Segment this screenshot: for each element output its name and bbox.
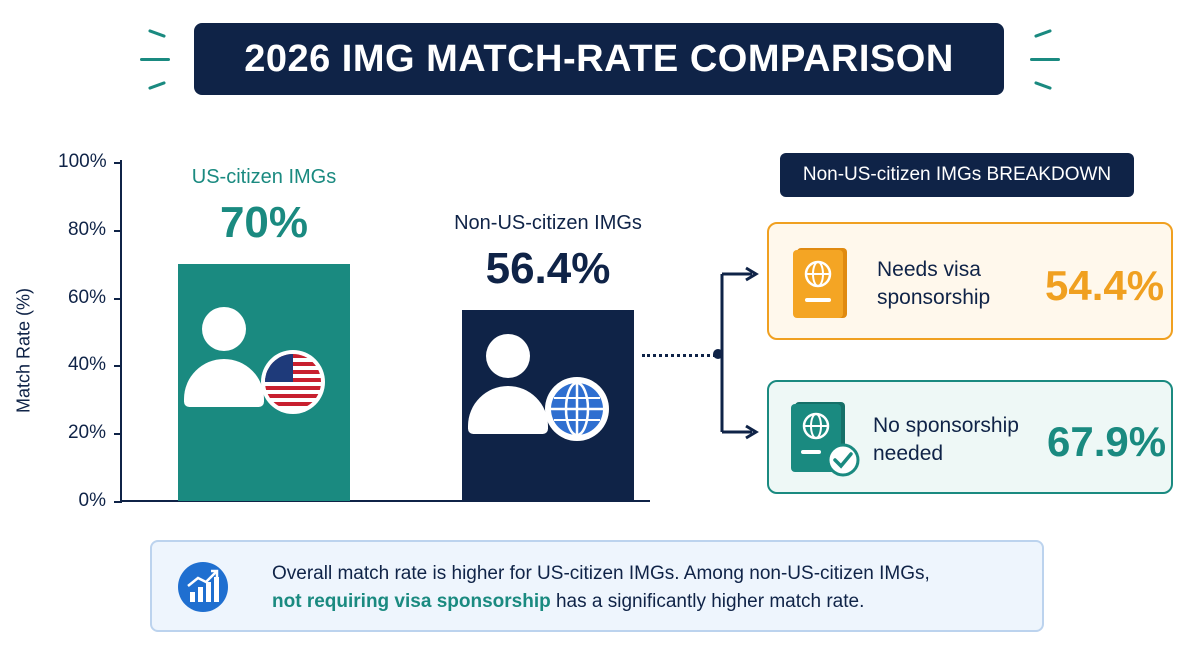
us-flag-icon [261,350,325,415]
y-tick-mark [114,433,122,436]
y-axis-line [120,160,122,502]
summary-line2-rest: has a significantly higher match rate. [550,591,865,612]
decor-dash [148,29,166,38]
needs-visa-label-line1: Needs visa [877,258,981,281]
decor-dash [148,81,166,90]
person-icon-head [202,307,246,352]
passport-check-icon [791,402,860,477]
breakdown-card-no-sponsorship: No sponsorship needed 67.9% [767,380,1173,494]
bar-category-label: Non-US-citizen IMGs [454,211,642,234]
no-sponsorship-label-line2: needed [873,442,944,465]
summary-text: Overall match rate is higher for US-citi… [272,560,930,616]
decor-dash [140,58,170,61]
bar-category-label: US-citizen IMGs [191,165,337,188]
y-tick-mark [114,365,122,368]
passport-icon [793,248,847,318]
x-axis-line [120,500,650,502]
summary-box: Overall match rate is higher for US-citi… [150,540,1044,632]
bar-value-label: 70% [219,197,309,247]
needs-visa-value: 54.4% [1045,262,1165,309]
decor-dash [1034,81,1052,90]
needs-visa-label-line2: sponsorship [877,286,991,309]
summary-line1: Overall match rate is higher for US-citi… [272,563,930,584]
y-tick-label: 20% [67,422,106,444]
no-sponsorship-value: 67.9% [1047,418,1167,465]
breakdown-card-needs-visa: Needs visa sponsorship 54.4% [767,222,1173,340]
decor-dash [1030,58,1060,61]
decor-dash [1034,29,1052,38]
trend-up-chart-icon [178,562,228,612]
y-tick-label: 80% [67,218,106,240]
chart-title: 2026 IMG MATCH-RATE COMPARISON [244,37,954,80]
summary-highlight: not requiring visa sponsorship [272,591,551,612]
globe-icon [545,377,609,442]
y-tick-label: 0% [78,490,106,511]
y-tick-label: 60% [67,286,106,308]
connector-arrows [713,266,759,440]
breakdown-title: Non-US-citizen IMGs BREAKDOWN [780,153,1134,197]
no-sponsorship-label-line1: No sponsorship [873,414,1019,437]
connector-dots [642,354,716,357]
y-axis-label: Match Rate (%) [13,287,34,414]
bar-value-label: 56.4% [485,243,611,293]
y-tick-label: 100% [58,151,107,172]
y-tick-label: 40% [67,354,106,376]
summary-line2: not requiring visa sponsorship has a sig… [272,588,930,616]
y-tick-mark [114,229,122,232]
y-tick-mark [114,501,122,503]
person-icon-head [486,334,530,379]
title-banner: 2026 IMG MATCH-RATE COMPARISON [194,23,1004,95]
y-tick-mark [114,162,122,164]
no-sponsorship-label: No sponsorship needed [873,412,1019,468]
needs-visa-label: Needs visa sponsorship [877,256,990,312]
y-tick-mark [114,297,122,300]
